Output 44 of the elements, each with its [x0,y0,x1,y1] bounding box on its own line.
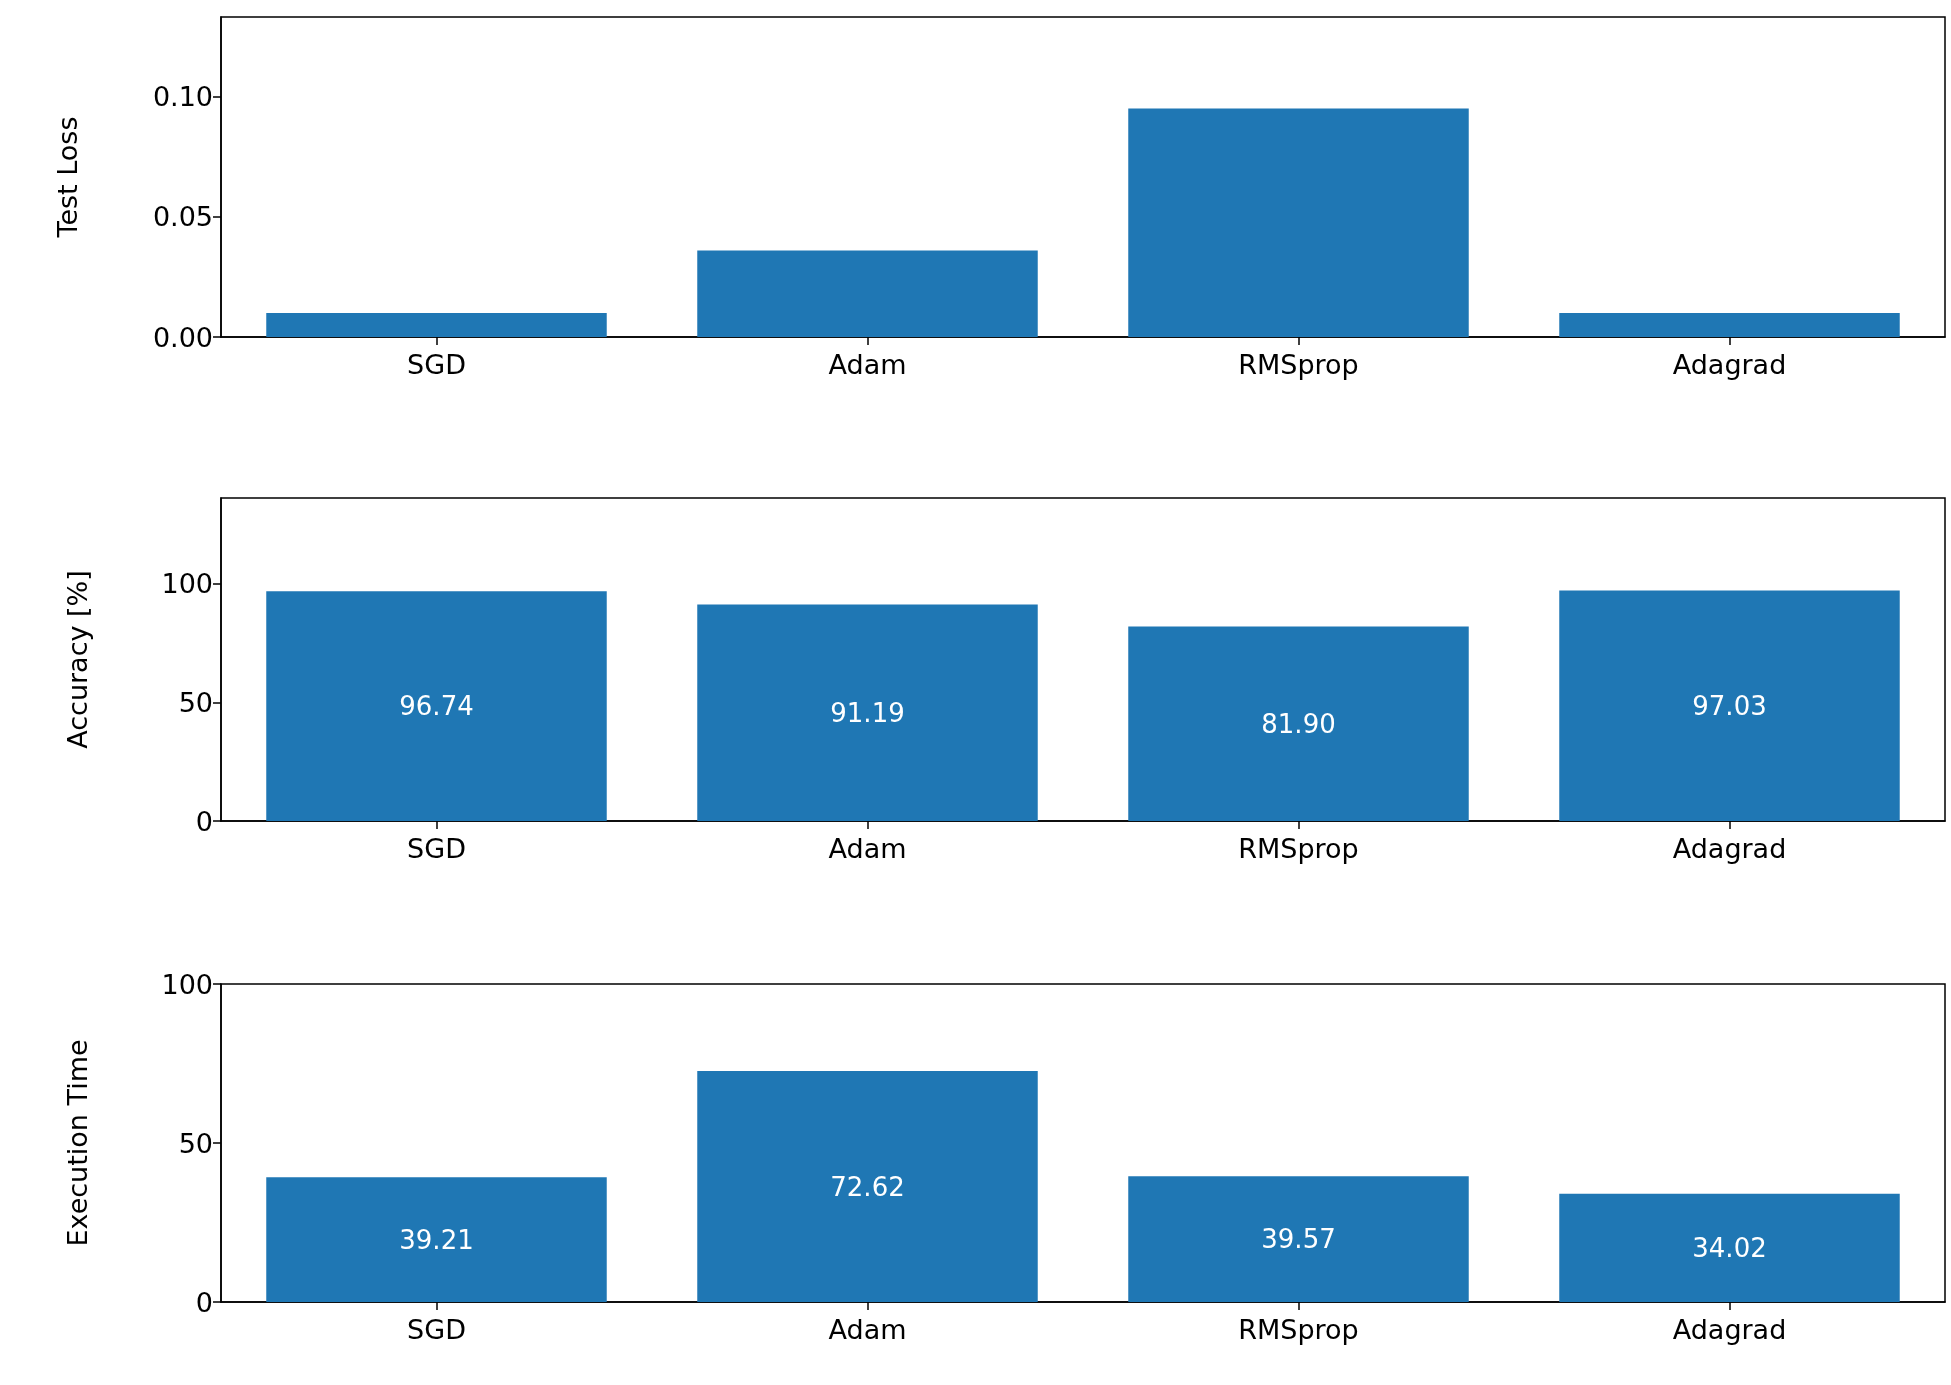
x-tick-label: Adagrad [1672,833,1787,864]
x-tick-label: RMSprop [1238,1314,1359,1345]
x-tick-label: Adam [828,1314,907,1345]
bar [1128,626,1469,821]
bar [1559,312,1900,337]
y-tick-label: 100 [161,568,213,599]
y-tick-label: 50 [178,686,213,718]
data-label: 96.74 [399,691,474,722]
y-tick-label: 100 [161,968,213,1000]
bar [266,591,607,821]
y-axis-title: Test Loss [52,116,83,239]
bar [697,1071,1038,1302]
bar [266,312,607,337]
y-tick-label: 0.05 [152,201,213,233]
y-tick-label: 0 [195,805,213,837]
bar [1128,108,1469,337]
x-tick-label: RMSprop [1238,349,1359,380]
x-tick-label: RMSprop [1238,833,1359,864]
x-tick-label: Adagrad [1672,349,1787,380]
bar [1559,1193,1900,1302]
x-tick-label: SGD [407,349,466,380]
bar [266,1177,607,1302]
bar [697,604,1038,821]
data-label: 97.03 [1692,690,1767,721]
y-tick-label: 0.00 [152,321,213,353]
y-tick-label: 50 [178,1127,213,1159]
data-label: 39.21 [399,1224,474,1255]
bar [697,250,1038,337]
x-tick-label: Adagrad [1672,1314,1787,1345]
data-label: 91.19 [830,697,905,728]
data-label: 39.57 [1261,1224,1336,1255]
y-axis-title: Execution Time [62,1039,93,1247]
x-tick-label: Adam [828,349,907,380]
bar [1559,590,1900,821]
data-label: 34.02 [1692,1232,1767,1263]
data-label: 81.90 [1261,708,1336,739]
data-label: 72.62 [830,1171,905,1202]
x-tick-label: SGD [407,833,466,864]
y-axis-title: Accuracy [%] [62,570,93,749]
x-tick-label: SGD [407,1314,466,1345]
bar [1128,1176,1469,1302]
y-tick-label: 0 [195,1286,213,1318]
y-tick-label: 0.10 [152,80,213,112]
x-tick-label: Adam [828,833,907,864]
